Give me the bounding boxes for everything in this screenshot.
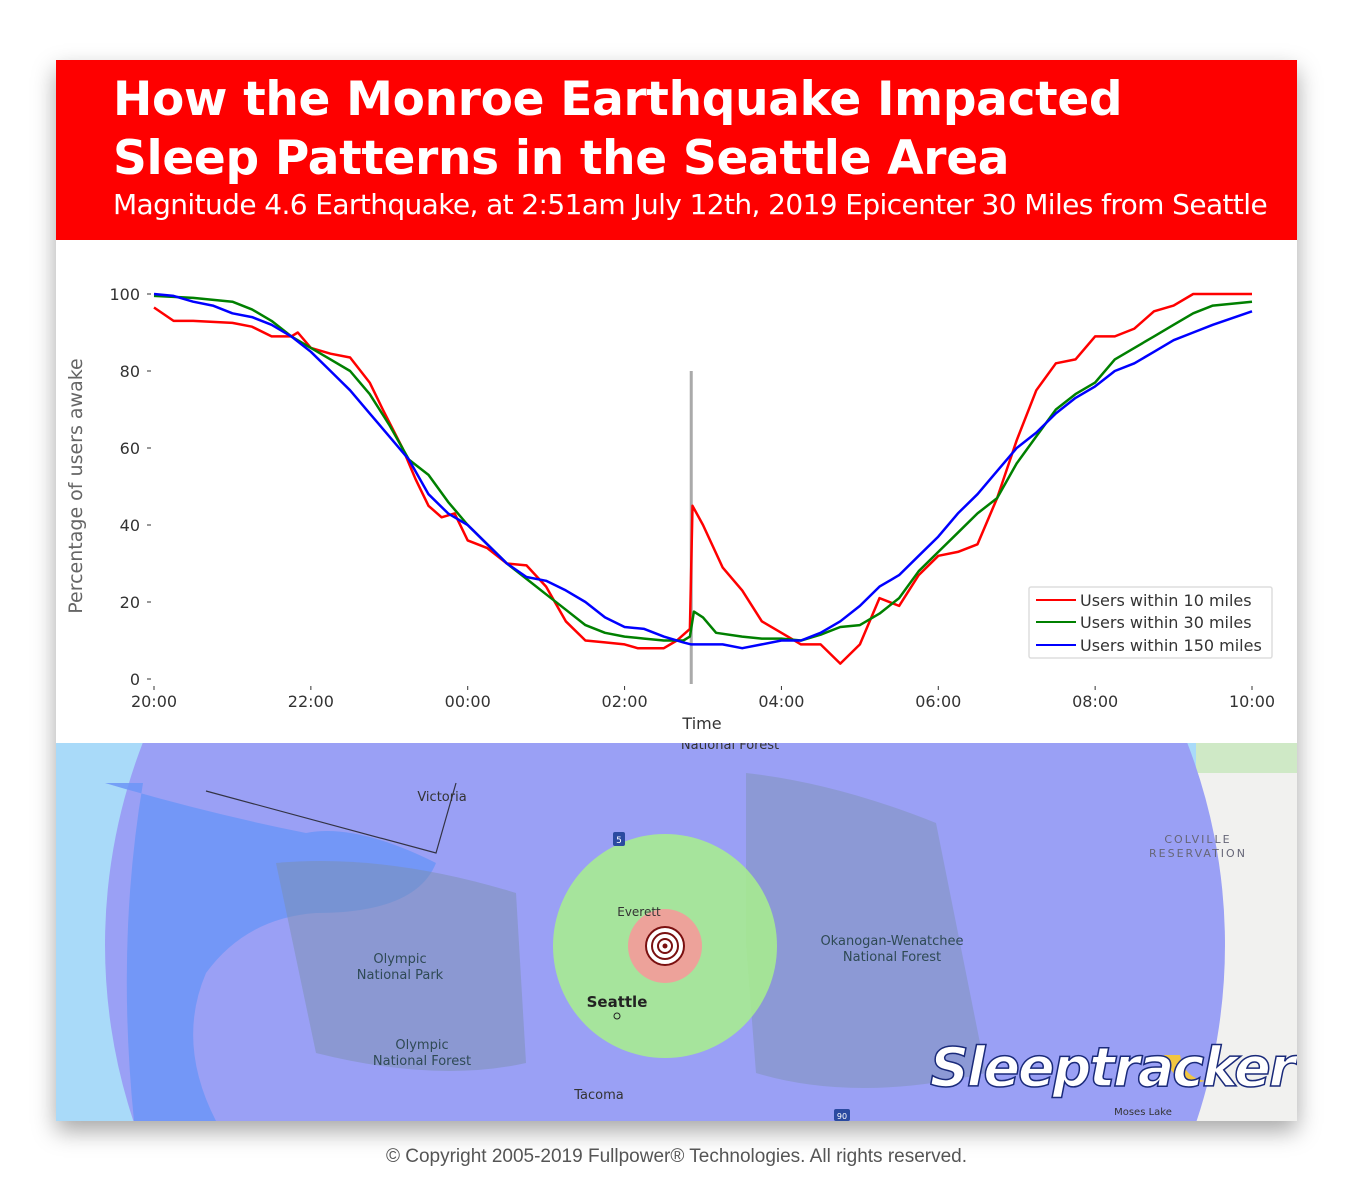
legend-label-30mi: Users within 30 miles [1080,613,1252,632]
moon-icon [1164,1055,1206,1083]
y-tick-label: 40 [120,516,140,535]
logo-text: Sleeptracker [930,1036,1297,1099]
legend-box [1028,586,1273,659]
infographic-card: How the Monroe Earthquake Impacted Sleep… [56,60,1297,1121]
header-banner: How the Monroe Earthquake Impacted Sleep… [56,60,1297,240]
map-label-moses-lake: Moses Lake [1114,1107,1172,1118]
y-axis-label: Percentage of users awake [65,358,87,614]
x-axis-label: Time [681,714,721,733]
x-tick-label: 06:00 [915,692,961,711]
map-label-national-forest: National Forest [681,743,779,753]
epicenter-icon [645,926,685,966]
map-label-olympic-park-1: Olympic [373,952,426,967]
map-label-olympic-forest-1: Olympic [395,1038,448,1053]
y-tick-label: 80 [120,362,140,381]
line-chart: 0 20 40 60 80 100 20:00 22:00 00:00 02:00 04:00 06:… [56,240,1297,743]
copyright-footer: © Copyright 2005-2019 Fullpower® Technol… [385,1146,968,1167]
x-tick-label: 08:00 [1072,692,1118,711]
map-label-seattle: Seattle [587,993,648,1011]
map-label-okanogan-2: National Forest [843,950,941,965]
series-line-2 [153,292,1253,650]
interstate-5-shield-icon: 5 [613,832,625,846]
map: National Forest Victoria Everett Seattle… [56,743,1297,1121]
map-label-olympic-forest-2: National Forest [373,1054,471,1069]
chart-svg: 0 20 40 60 80 100 20:00 22:00 00:00 02:00 04:00 06:… [65,285,1275,733]
svg-text:5: 5 [616,836,622,846]
x-tick-label: 02:00 [602,692,648,711]
x-tick-label: 04:00 [758,692,804,711]
x-tick-label: 20:00 [131,692,177,711]
y-tick-label: 0 [130,670,140,689]
map-label-tacoma: Tacoma [573,1088,624,1103]
x-tick-label: 22:00 [288,692,334,711]
legend: Users within 10 miles Users within 30 mi… [1028,586,1273,659]
sleeptracker-logo: Sleeptracker [929,1035,1297,1100]
page-title: How the Monroe Earthquake Impacted Sleep… [113,72,1123,186]
x-tick-label: 10:00 [1229,692,1275,711]
map-land-park [1196,743,1297,773]
y-tick-label: 100 [109,285,140,304]
map-border-line [205,782,457,854]
series-line-1 [153,294,1253,642]
svg-text:90: 90 [837,1112,847,1121]
y-tick-label: 20 [120,593,140,612]
axes: 0 20 40 60 80 100 20:00 22:00 00:00 02:00 04:00 06:… [109,285,1275,711]
y-tick-label: 60 [120,439,140,458]
map-svg: National Forest Victoria Everett Seattle… [56,743,1297,1121]
interstate-90-shield-icon: 90 [834,1109,850,1121]
legend-label-150mi: Users within 150 miles [1080,636,1262,655]
x-tick-label: 00:00 [445,692,491,711]
map-label-okanogan-1: Okanogan-Wenatchee [820,934,963,949]
map-label-victoria: Victoria [417,790,466,805]
map-label-colville-1: COLVILLE [1164,833,1231,846]
map-label-colville-2: RESERVATION [1149,847,1247,860]
map-olympic-terrain [276,861,526,1071]
series-group [153,292,1253,665]
legend-label-10mi: Users within 10 miles [1080,591,1252,610]
map-cascade-terrain [746,773,986,1088]
map-label-olympic-park-2: National Park [357,968,444,983]
map-label-everett: Everett [617,905,661,919]
page-subtitle: Magnitude 4.6 Earthquake, at 2:51am July… [113,188,1268,221]
